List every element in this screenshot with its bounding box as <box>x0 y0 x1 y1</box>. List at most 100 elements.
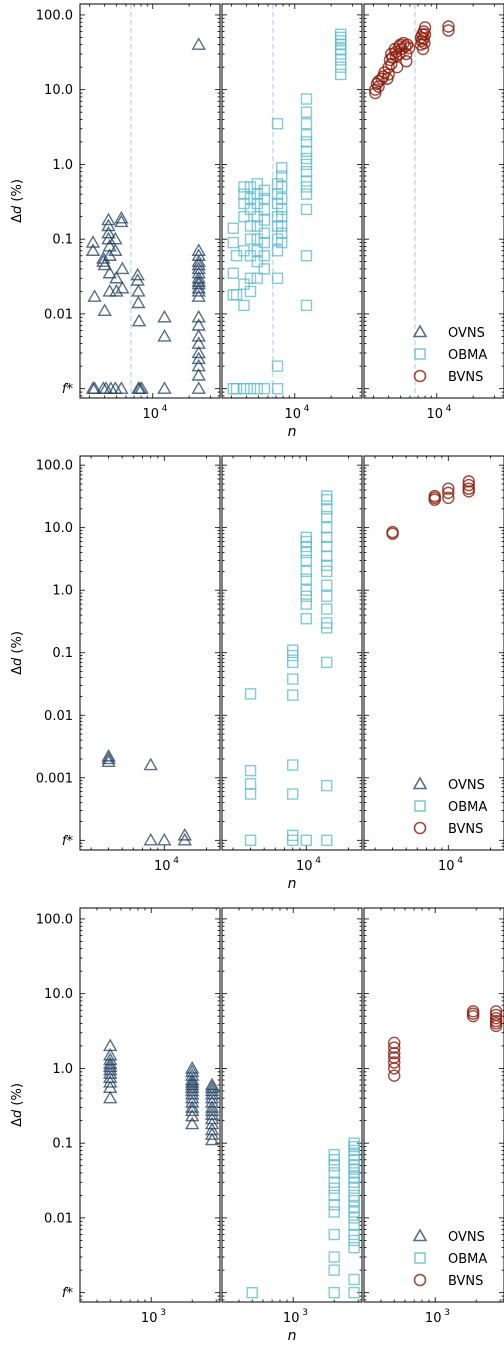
data-point <box>276 170 288 182</box>
data-point <box>157 381 172 394</box>
panel-frame <box>79 455 221 851</box>
data-point <box>184 1074 200 1088</box>
data-point <box>390 60 404 74</box>
data-point <box>276 181 288 193</box>
series-obma <box>227 28 347 395</box>
data-point <box>462 475 475 488</box>
data-point <box>276 210 288 223</box>
data-point <box>321 503 333 515</box>
data-point <box>335 48 347 60</box>
data-point <box>244 220 257 232</box>
panel-frame <box>363 455 504 851</box>
x-tick-label: 10 <box>426 407 443 422</box>
data-point <box>348 1194 360 1207</box>
data-point <box>271 210 284 223</box>
data-point <box>300 299 313 312</box>
data-point <box>388 1046 401 1060</box>
data-point <box>130 273 145 286</box>
data-point <box>101 218 116 232</box>
data-point <box>321 603 333 615</box>
data-point <box>204 1086 220 1100</box>
data-point <box>372 80 385 93</box>
data-point <box>300 540 312 553</box>
data-point <box>244 233 257 245</box>
data-point <box>204 1127 220 1140</box>
y-axis-label-suffix: (%) <box>10 179 25 206</box>
data-point <box>300 118 313 130</box>
y-axis-label-var: d <box>10 1109 25 1118</box>
data-point <box>335 28 347 41</box>
x-tick-exponent: 4 <box>315 856 321 866</box>
x-tick-exponent: 4 <box>457 856 463 866</box>
panel-obma: 10 4 <box>221 455 363 874</box>
data-point <box>109 284 124 297</box>
panel-frame <box>221 3 363 399</box>
data-point <box>321 834 333 847</box>
data-point <box>101 748 116 762</box>
data-point <box>191 309 206 323</box>
data-point <box>428 493 441 506</box>
data-point <box>238 382 250 395</box>
x-tick-exponent: 3 <box>160 1308 166 1318</box>
legend-label-bvns: BVNS <box>448 370 483 385</box>
data-point <box>321 550 333 562</box>
data-point <box>191 351 206 365</box>
series-obma <box>246 1137 360 1299</box>
x-tick-label: 10 <box>142 407 159 422</box>
data-point <box>321 579 333 591</box>
data-point <box>321 490 333 502</box>
data-point <box>300 181 313 193</box>
series-ovns <box>85 37 206 394</box>
series-obma <box>244 490 333 847</box>
data-point <box>442 491 455 505</box>
y-tick-label: 1.0 <box>52 158 73 173</box>
data-point <box>300 145 313 157</box>
data-point <box>321 494 333 506</box>
data-point <box>321 622 333 634</box>
data-point <box>85 235 101 248</box>
data-point <box>258 250 271 262</box>
data-point <box>287 759 299 771</box>
data-point <box>300 152 313 165</box>
data-point <box>271 272 284 284</box>
data-point <box>442 482 455 495</box>
x-tick-label: 10 <box>154 859 171 874</box>
data-point <box>300 834 312 847</box>
data-point <box>177 827 192 841</box>
data-point <box>300 106 313 118</box>
y-tick-label: 100.0 <box>36 459 73 474</box>
data-point <box>131 295 146 309</box>
data-point <box>348 1206 360 1218</box>
y-tick-label: 0.01 <box>44 1211 73 1226</box>
data-point <box>369 86 382 100</box>
data-point <box>300 128 313 141</box>
x-tick-label: 10 <box>141 1311 158 1326</box>
data-point <box>101 751 116 765</box>
data-point <box>131 313 147 327</box>
panel-ovns: 10 3 <box>79 907 221 1326</box>
data-point <box>462 478 475 492</box>
legend-label-obma: OBMA <box>448 800 487 815</box>
data-point <box>184 1086 200 1100</box>
data-point <box>328 1264 340 1276</box>
data-point <box>109 270 124 284</box>
data-point <box>244 834 257 847</box>
data-point <box>335 54 347 66</box>
panel-ovns: 10 4 <box>79 455 221 874</box>
data-point <box>276 192 288 205</box>
data-point <box>184 1108 200 1122</box>
data-point <box>191 381 206 394</box>
x-tick-label: 10 <box>283 1311 300 1326</box>
panel-frame <box>363 907 504 1303</box>
data-point <box>400 55 413 68</box>
data-point <box>388 1062 401 1075</box>
data-point <box>287 673 299 685</box>
data-point <box>335 61 347 73</box>
data-point <box>103 1074 118 1088</box>
data-point <box>462 485 475 498</box>
data-point <box>191 329 206 342</box>
data-point <box>271 245 284 257</box>
legend-label-ovns: OVNS <box>448 778 485 793</box>
